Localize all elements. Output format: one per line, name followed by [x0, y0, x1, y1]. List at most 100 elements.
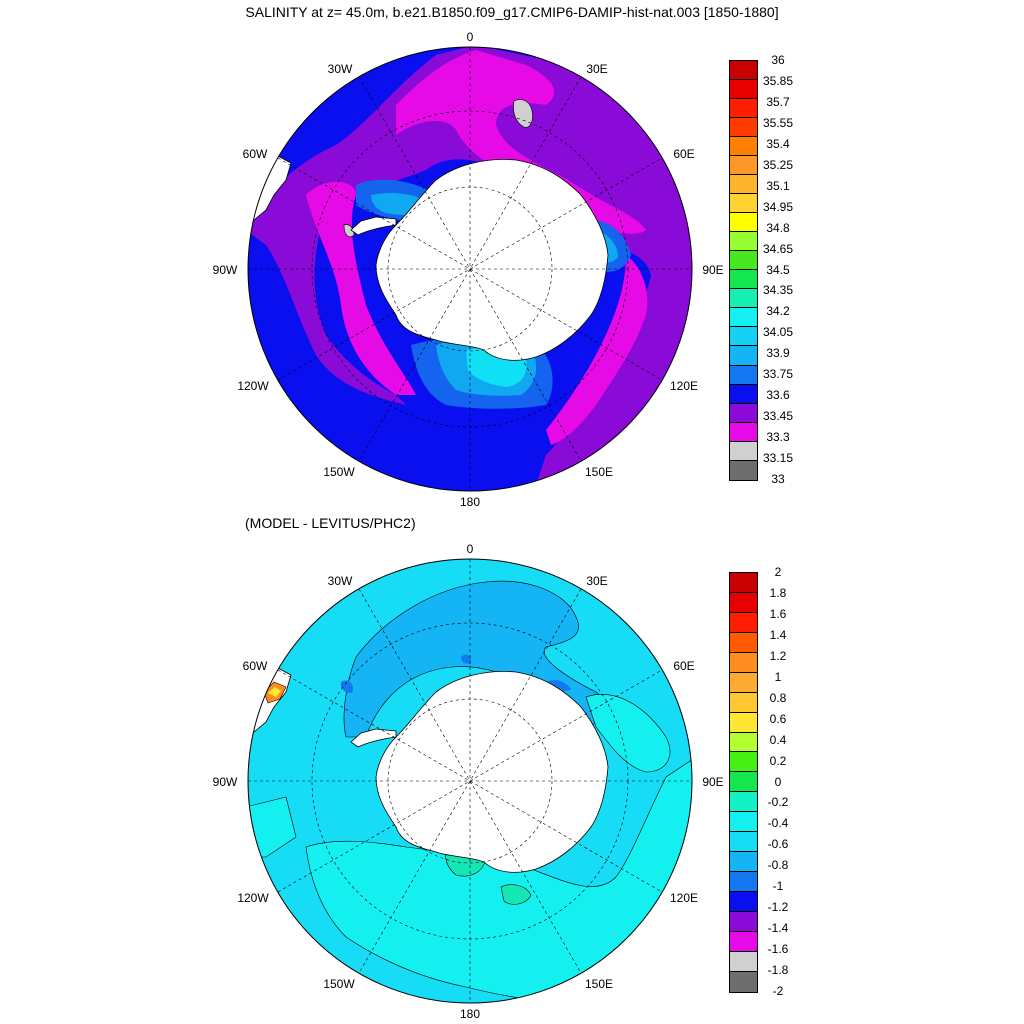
- bottom-lon-label-150e: 150E: [584, 977, 614, 991]
- deep-blue-patches: [546, 679, 571, 691]
- colorbar-swatch: [730, 99, 757, 119]
- colorbar-swatch: [730, 872, 757, 892]
- top-lon-label-90e: 90E: [702, 263, 724, 277]
- colorbar-label: -1.4: [767, 921, 789, 936]
- colorbar-label: -1.2: [767, 900, 789, 915]
- colorbar-swatch: [730, 118, 757, 138]
- colorbar-swatch: [730, 422, 757, 442]
- colorbar-label: -2: [772, 984, 784, 998]
- top-lon-label-150e: 150E: [584, 465, 614, 479]
- colorbar-label: -0.8: [767, 858, 789, 873]
- colorbar-swatch: [730, 327, 757, 347]
- colorbar-label: 35.25: [762, 157, 794, 172]
- colorbar-swatch: [730, 812, 757, 833]
- colorbar-swatch: [730, 403, 757, 423]
- colorbar-label: 33.15: [762, 451, 794, 466]
- colorbar-swatch: [730, 792, 757, 813]
- colorbar-swatch: [730, 61, 757, 81]
- colorbar-label: 35.7: [766, 94, 790, 109]
- colorbar-swatch: [730, 692, 757, 713]
- colorbar-label: 34.8: [766, 220, 790, 235]
- colorbar-swatch: [730, 612, 757, 633]
- colorbar-label: 35.4: [766, 136, 790, 151]
- top-lon-label-60e: 60E: [673, 147, 695, 161]
- colorbar-swatch: [730, 270, 757, 290]
- colorbar-swatch: [730, 384, 757, 404]
- difference-colorbar: [729, 572, 758, 993]
- cyan-west: [248, 796, 297, 858]
- colorbar-label: 34.05: [762, 325, 794, 340]
- colorbar-swatch: [730, 672, 757, 693]
- colorbar-swatch: [730, 308, 757, 328]
- magenta-ridge: [306, 181, 416, 395]
- colorbar-swatch: [730, 289, 757, 309]
- bottom-lon-label-0: 0: [466, 542, 474, 556]
- colorbar-swatch: [730, 80, 757, 100]
- top-lon-label-120e: 120E: [669, 379, 699, 393]
- salinity-map: [247, 46, 693, 492]
- colorbar-label: 35.55: [762, 115, 794, 130]
- bottom-lon-label-30w: 30W: [327, 574, 353, 588]
- green-spot-2: [500, 884, 532, 905]
- colorbar-label: 33.6: [766, 388, 790, 403]
- colorbar-swatch: [730, 971, 757, 992]
- colorbar-label: 33: [771, 472, 785, 486]
- colorbar-label: 33.9: [766, 346, 790, 361]
- bottom-lon-label-180: 180: [459, 1007, 481, 1021]
- graticule: [248, 47, 692, 491]
- magenta-pacific: [546, 255, 648, 445]
- cyan-east: [585, 694, 671, 773]
- bottom-lon-label-60w: 60W: [242, 659, 268, 673]
- colorbar-label: -1: [772, 879, 784, 894]
- salinity-colorbar: [729, 60, 758, 481]
- colorbar-label: 1: [774, 669, 782, 684]
- top-lon-label-30e: 30E: [586, 62, 608, 76]
- colorbar-swatch: [730, 175, 757, 195]
- antarctic-peninsula: [350, 728, 397, 748]
- colorbar-swatch: [730, 712, 757, 733]
- colorbar-label: 33.45: [762, 409, 794, 424]
- bottom-lon-label-90e: 90E: [702, 775, 724, 789]
- colorbar-label: 0.4: [769, 732, 787, 747]
- colorbar-swatch: [730, 365, 757, 385]
- top-lon-label-180: 180: [459, 495, 481, 509]
- colorbar-swatch: [730, 911, 757, 932]
- colorbar-label: -1.6: [767, 942, 789, 957]
- colorbar-swatch: [730, 460, 757, 480]
- low-salinity-grey-2: [343, 224, 355, 238]
- colorbar-swatch: [730, 892, 757, 912]
- colorbar-swatch: [730, 951, 757, 972]
- colorbar-swatch: [730, 931, 757, 952]
- antarctica-land: [375, 671, 609, 873]
- colorbar-swatch: [730, 752, 757, 773]
- colorbar-label: -0.6: [767, 837, 789, 852]
- colorbar-label: 0: [774, 774, 782, 789]
- top-lon-label-150w: 150W: [323, 465, 355, 479]
- colorbar-label: -1.8: [767, 963, 789, 978]
- deep-blue-patches-2: [461, 654, 472, 664]
- difference-subtitle: (MODEL - LEVITUS/PHC2): [245, 515, 416, 531]
- top-lon-label-60w: 60W: [242, 147, 268, 161]
- colorbar-label: 0.6: [769, 711, 787, 726]
- colorbar-swatch: [730, 772, 757, 793]
- page-title: SALINITY at z= 45.0m, b.e21.B1850.f09_g1…: [245, 4, 779, 20]
- colorbar-swatch: [730, 652, 757, 673]
- colorbar-label: 36: [771, 53, 785, 67]
- colorbar-swatch: [730, 732, 757, 753]
- bottom-lon-label-120e: 120E: [669, 891, 699, 905]
- colorbar-swatch: [730, 441, 757, 461]
- purple-band: [248, 47, 692, 485]
- colorbar-swatch: [730, 251, 757, 271]
- colorbar-label: 2: [774, 565, 782, 579]
- colorbar-swatch: [730, 232, 757, 252]
- difference-map: [247, 558, 693, 1004]
- antarctica-land: [375, 159, 609, 361]
- colorbar-label: 34.95: [762, 199, 794, 214]
- colorbar-swatch: [730, 213, 757, 233]
- colorbar-swatch: [730, 852, 757, 873]
- colorbar-label: 1.2: [769, 648, 787, 663]
- colorbar-label: 0.8: [769, 690, 787, 705]
- colorbar-label: 33.3: [766, 430, 790, 445]
- magenta-core: [396, 50, 646, 234]
- bottom-lon-label-30e: 30E: [586, 574, 608, 588]
